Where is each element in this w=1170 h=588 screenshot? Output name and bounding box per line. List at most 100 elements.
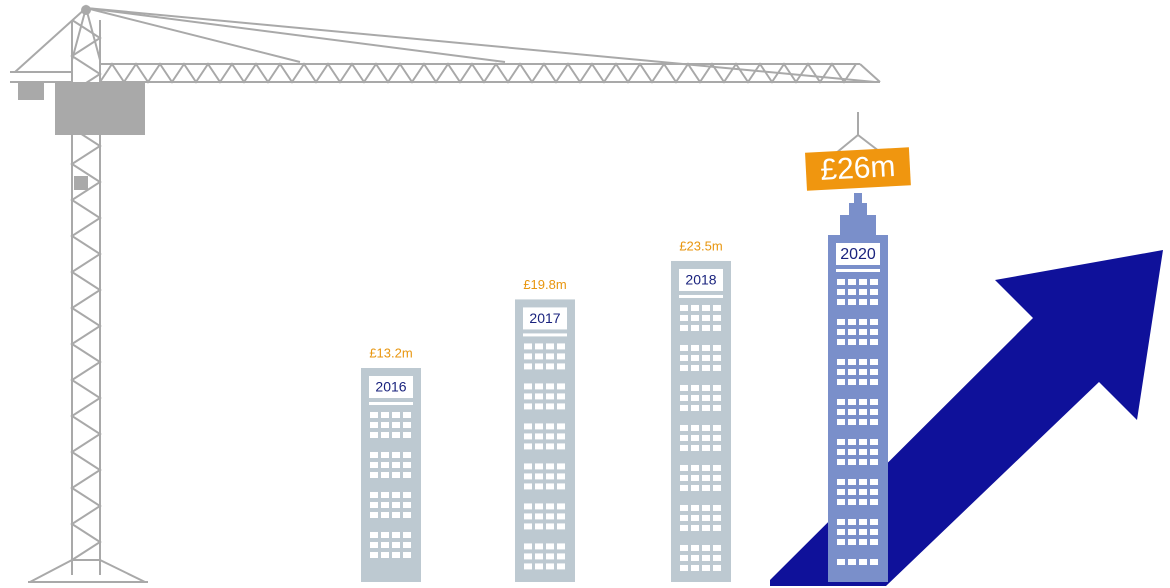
window — [870, 379, 878, 385]
window — [392, 432, 400, 438]
window — [870, 339, 878, 345]
window — [837, 329, 845, 335]
window — [859, 329, 867, 335]
year-box — [679, 268, 723, 291]
building-bar — [515, 299, 575, 582]
window — [848, 299, 856, 305]
window — [680, 324, 688, 331]
window — [859, 489, 867, 495]
window — [859, 539, 867, 545]
window — [859, 339, 867, 345]
value-label: £13.2m — [369, 345, 412, 360]
window — [691, 344, 699, 351]
window — [535, 523, 543, 530]
window — [713, 324, 721, 331]
window — [859, 419, 867, 425]
window — [691, 354, 699, 361]
year-label: 2018 — [685, 272, 716, 288]
window — [691, 404, 699, 411]
window — [403, 462, 411, 468]
window — [392, 532, 400, 538]
window — [848, 279, 856, 285]
window — [392, 412, 400, 418]
window — [557, 503, 565, 510]
window — [848, 439, 856, 445]
window — [557, 553, 565, 560]
window — [870, 499, 878, 505]
window — [702, 394, 710, 401]
window — [392, 452, 400, 458]
window — [546, 393, 554, 400]
window — [381, 452, 389, 458]
window — [546, 513, 554, 520]
window — [680, 364, 688, 371]
window — [859, 299, 867, 305]
window — [837, 459, 845, 465]
spire — [840, 215, 876, 235]
window — [546, 473, 554, 480]
window — [837, 399, 845, 405]
window — [557, 383, 565, 390]
window — [392, 512, 400, 518]
window — [859, 529, 867, 535]
window — [702, 354, 710, 361]
window — [713, 504, 721, 511]
window — [392, 502, 400, 508]
window — [870, 399, 878, 405]
window — [713, 434, 721, 441]
window — [702, 564, 710, 571]
window — [546, 403, 554, 410]
window — [702, 314, 710, 321]
spire — [854, 193, 862, 203]
window — [870, 559, 878, 565]
window — [557, 353, 565, 360]
window — [381, 532, 389, 538]
window — [702, 524, 710, 531]
window — [546, 443, 554, 450]
window — [680, 444, 688, 451]
window — [535, 483, 543, 490]
window — [848, 479, 856, 485]
window — [392, 552, 400, 558]
window — [403, 532, 411, 538]
window — [713, 384, 721, 391]
window — [691, 424, 699, 431]
window — [535, 513, 543, 520]
window — [680, 514, 688, 521]
window — [691, 434, 699, 441]
window — [370, 412, 378, 418]
window — [546, 353, 554, 360]
window — [557, 363, 565, 370]
window — [848, 399, 856, 405]
window — [859, 459, 867, 465]
window — [524, 553, 532, 560]
window — [535, 403, 543, 410]
window — [557, 513, 565, 520]
window — [546, 383, 554, 390]
window-strip — [679, 294, 723, 298]
window — [702, 554, 710, 561]
window — [859, 449, 867, 455]
window — [713, 564, 721, 571]
window — [680, 554, 688, 561]
value-label: £19.8m — [523, 277, 566, 292]
window — [837, 499, 845, 505]
window — [702, 444, 710, 451]
year-label: 2016 — [375, 379, 406, 395]
window — [557, 423, 565, 430]
window — [713, 484, 721, 491]
window — [392, 542, 400, 548]
window — [848, 329, 856, 335]
window — [713, 394, 721, 401]
window — [837, 279, 845, 285]
window — [837, 409, 845, 415]
window — [713, 424, 721, 431]
window — [680, 394, 688, 401]
window — [557, 433, 565, 440]
window — [848, 289, 856, 295]
window — [680, 424, 688, 431]
window — [702, 404, 710, 411]
window — [870, 299, 878, 305]
